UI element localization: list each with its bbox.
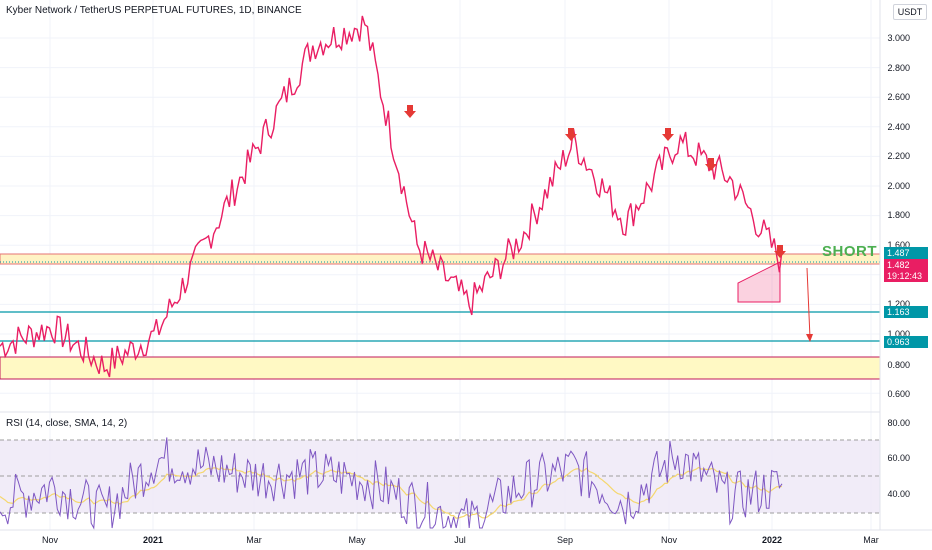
price-tick: 2.000 (887, 181, 910, 191)
price-series-line (0, 15, 783, 378)
short-signal-arrows (404, 105, 786, 258)
price-tick: 2.800 (887, 63, 910, 73)
price-tick: 1.600 (887, 240, 910, 250)
short-arrow-icon (565, 128, 577, 141)
currency-badge[interactable]: USDT (893, 4, 927, 20)
time-tick: Mar (863, 535, 879, 545)
rsi-band (0, 440, 880, 513)
short-arrow-icon (404, 105, 416, 118)
short-arrow-icon (774, 245, 786, 258)
support-zone (0, 356, 881, 380)
time-tick: Jul (454, 535, 466, 545)
price-tick: 3.000 (887, 33, 910, 43)
support-price-label: 1.163 (884, 306, 928, 318)
time-tick: Nov (41, 535, 59, 545)
price-tick: 2.600 (887, 92, 910, 102)
price-tick: 1.800 (887, 210, 910, 220)
short-arrow-icon (705, 158, 717, 171)
target-arrow (806, 267, 811, 339)
price-tick: 2.200 (887, 151, 910, 161)
rsi-tick: 80.00 (887, 418, 910, 428)
current-price-label: 1.482 (884, 259, 928, 271)
rsi-line (0, 437, 783, 530)
rsi-tick: 60.00 (887, 453, 910, 463)
time-tick: 2022 (761, 535, 783, 545)
price-tick: 0.800 (887, 360, 910, 370)
chart-title: Kyber Network / TetherUS PERPETUAL FUTUR… (6, 5, 302, 16)
resistance-price-label: 1.487 (884, 247, 928, 259)
short-arrow-icon (662, 128, 674, 141)
countdown-label: 19:12:43 (884, 270, 928, 282)
wedge-pattern (737, 261, 781, 303)
time-tick: Mar (246, 535, 262, 545)
rsi-indicator-title[interactable]: RSI (14, close, SMA, 14, 2) (6, 418, 128, 429)
price-tick: 1.000 (887, 329, 910, 339)
short-annotation: SHORT (822, 243, 877, 260)
target-price-label: 0.963 (884, 336, 928, 348)
target-arrow-head (806, 334, 813, 342)
time-tick: Sep (556, 535, 574, 545)
time-tick: May (348, 535, 366, 545)
time-tick: Nov (660, 535, 678, 545)
price-tick: 2.400 (887, 122, 910, 132)
price-tick: 1.200 (887, 299, 910, 309)
time-tick: 2021 (142, 535, 164, 545)
price-tick: 0.600 (887, 389, 910, 399)
rsi-tick: 40.00 (887, 489, 910, 499)
